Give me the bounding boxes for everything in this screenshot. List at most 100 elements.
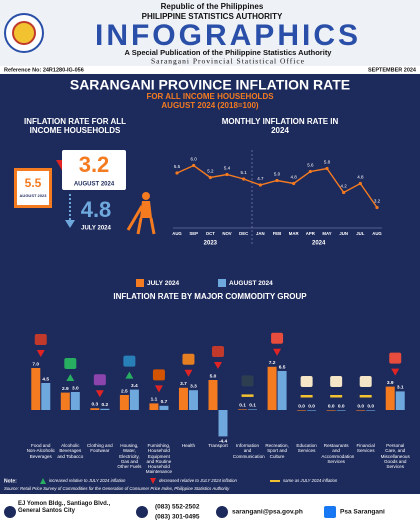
x-tick-label: Information and Communication — [232, 443, 265, 459]
bar — [90, 408, 100, 410]
same-indicator — [300, 395, 313, 398]
summary-title: INFLATION RATE FOR ALL INCOME HOUSEHOLDS — [23, 117, 127, 135]
bar-label: 7.2 — [269, 360, 276, 366]
decrease-icon — [150, 478, 156, 484]
point-label: 5.1 — [241, 170, 248, 175]
header-bg — [0, 0, 420, 66]
facebook: Psa Sarangani — [340, 509, 385, 516]
point-label: 5.2 — [207, 169, 214, 174]
line-point — [275, 178, 279, 183]
x-tick-label: OCT — [206, 231, 215, 236]
bar — [119, 395, 129, 410]
bar-label: 4.5 — [42, 376, 49, 382]
x-tick-label: Health — [181, 443, 196, 448]
pin-icon — [4, 506, 16, 518]
bar — [307, 410, 317, 411]
decrease-indicator — [273, 348, 282, 356]
bar — [366, 410, 376, 411]
bar — [178, 387, 188, 410]
header-subtitle: A Special Publication of the Philippine … — [125, 48, 333, 57]
bar-label: 2.5 — [121, 388, 128, 394]
x-tick-label: SEP — [189, 231, 198, 236]
bar — [297, 410, 307, 411]
same-icon — [270, 480, 280, 482]
increase-indicator — [66, 374, 75, 381]
reference: Reference No: 24R1280-IG-056 — [4, 67, 84, 73]
point-label: 4.8 — [357, 175, 364, 180]
note: Note: — [4, 478, 17, 484]
bar-label: 0.0 — [338, 403, 345, 409]
worker-limbs — [126, 205, 156, 235]
x-tick-label: Recreation, Sport and Culture — [265, 443, 289, 459]
title: SARANGANI PROVINCE INFLATION RATE — [70, 77, 350, 93]
point-label: 6.0 — [191, 157, 198, 162]
line-point — [375, 205, 379, 210]
bar — [31, 368, 41, 410]
phone1: (083) 552-2502 — [155, 504, 200, 511]
x-tick-label: Clothing and Footwear — [86, 443, 113, 454]
category-icon — [64, 358, 77, 369]
republic: Republic of the Philippines — [161, 2, 264, 11]
bar-label: 0.2 — [102, 402, 109, 408]
bar-label: 0.0 — [328, 403, 335, 409]
bar — [395, 391, 405, 410]
category-icon — [271, 332, 284, 344]
bar — [326, 410, 336, 411]
bar — [277, 371, 287, 410]
x-tick-label: APR — [306, 231, 316, 236]
line-point — [342, 190, 346, 195]
x-tick-label: Transport — [208, 443, 228, 448]
bar-label: 3.3 — [190, 383, 197, 389]
increase-indicator — [125, 371, 134, 379]
point-label: 5.5 — [174, 164, 181, 169]
same-note: same as JULY 2024 inflation — [283, 478, 338, 483]
bar-label: 0.7 — [161, 399, 168, 405]
category-icon — [123, 355, 136, 367]
phone2: (083) 301-0495 — [155, 514, 200, 521]
line-point — [292, 181, 296, 186]
category-icon — [212, 346, 224, 357]
bar — [218, 410, 228, 437]
x-tick-label: AUG — [172, 231, 182, 236]
subtitle: FOR ALL INCOME HOUSEHOLDS — [146, 92, 274, 101]
current-label: AUGUST 2024 — [74, 182, 115, 188]
mail-icon — [216, 506, 228, 518]
bar-label: -4.4 — [219, 439, 228, 445]
category-icon — [359, 376, 372, 387]
x-tick-label: NOV — [222, 231, 231, 236]
contact-bg — [0, 494, 420, 530]
category-icon — [152, 369, 165, 381]
line-point — [242, 177, 246, 181]
fb-icon — [324, 506, 336, 518]
bar-label: 0.0 — [357, 403, 364, 409]
same-indicator — [330, 395, 343, 398]
bar-label: 2.9 — [62, 386, 69, 392]
year-label: 2024 — [312, 241, 326, 247]
point-label: 4.2 — [341, 184, 348, 189]
bar-label: 0.3 — [92, 401, 99, 407]
decrease-indicator — [36, 350, 45, 357]
bar — [188, 390, 198, 410]
decrease-note: decreased relative to JULY 2024 inflatio… — [159, 478, 237, 483]
subtitle2: AUGUST 2024 (2018=100) — [161, 101, 259, 110]
bar — [238, 409, 248, 410]
increase-note: increased relative to JULY 2024 inflatio… — [49, 478, 126, 483]
line-title: MONTHLY INFLATION RATE IN 2024 — [221, 117, 339, 135]
bar-label: 7.0 — [32, 361, 39, 367]
line-point — [358, 181, 362, 186]
category-icon — [241, 375, 254, 387]
x-tick-label: Personal Care, and Miscellaneous Goods a… — [380, 443, 410, 470]
bar — [267, 366, 277, 410]
source: Source: Retail Price Survey of Commoditi… — [4, 486, 230, 491]
x-tick-label: Food and Non-Alcoholic Beverages — [26, 443, 55, 459]
line-point — [325, 166, 329, 171]
bar-label: 0.1 — [239, 403, 246, 409]
bar — [356, 410, 366, 411]
category-icon — [93, 374, 106, 386]
x-tick-label: DEC — [239, 231, 248, 236]
decrease-indicator — [95, 390, 104, 398]
bar-label: 0.1 — [249, 403, 256, 409]
point-label: 3.2 — [374, 199, 381, 204]
bar — [385, 386, 395, 410]
